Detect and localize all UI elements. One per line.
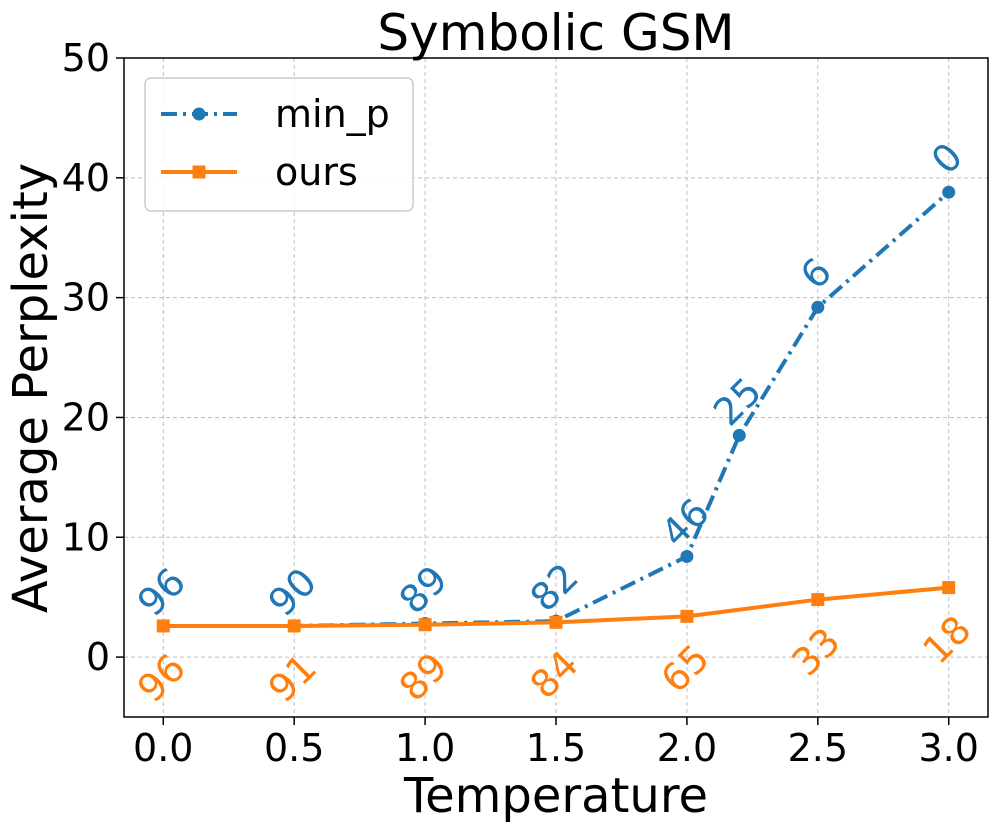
y-tick-label: 30 [62, 276, 110, 320]
x-tick-label: 2.0 [657, 726, 717, 770]
legend-label-min-p: min_p [275, 92, 390, 136]
data-label-ours: 91 [260, 646, 325, 711]
legend-marker-min-p [192, 107, 206, 121]
y-tick-label: 10 [62, 515, 110, 559]
data-label-ours: 65 [652, 636, 717, 701]
y-tick-label: 40 [62, 156, 110, 200]
data-point-ours [942, 581, 956, 595]
data-point-ours [418, 618, 432, 632]
x-tick-label: 1.0 [395, 726, 455, 770]
data-point-ours [156, 619, 170, 633]
y-axis-label: Average Perplexity [3, 163, 59, 613]
data-point-min-p [942, 185, 956, 199]
data-label-min-p: 46 [652, 490, 717, 555]
data-point-ours [287, 619, 301, 633]
data-label-min-p: 96 [129, 560, 194, 625]
data-label-min-p: 89 [391, 557, 456, 622]
data-point-min-p [811, 300, 825, 314]
x-tick-label: 0.0 [133, 726, 193, 770]
axis-ticks: 0.0 0.5 1.0 1.5 2.0 2.5 3.0 0 10 20 30 40 50 [62, 36, 979, 770]
chart-title: Symbolic GSM [377, 4, 734, 62]
x-axis-label: Temperature [403, 768, 708, 824]
series-line-min-p [163, 190, 951, 628]
x-tick-label: 3.0 [919, 726, 979, 770]
x-tick-label: 1.5 [526, 726, 586, 770]
data-label-min-p: 90 [260, 560, 325, 625]
y-tick-label: 0 [86, 635, 110, 679]
data-point-min-p [732, 428, 746, 442]
x-tick-label: 0.5 [264, 726, 324, 770]
data-label-min-p: 0 [923, 134, 971, 182]
legend-marker-ours [192, 165, 206, 179]
data-label-min-p: 6 [792, 249, 840, 297]
y-tick-label: 50 [62, 36, 110, 80]
data-point-ours [549, 615, 563, 629]
x-tick-label: 2.5 [788, 726, 848, 770]
data-label-ours: 84 [522, 642, 587, 707]
data-point-ours [680, 609, 694, 623]
data-label-ours: 89 [391, 644, 456, 709]
y-tick-label: 20 [62, 395, 110, 439]
data-label-ours: 18 [914, 607, 979, 672]
data-point-ours [811, 593, 825, 607]
data-label-ours: 33 [783, 619, 848, 684]
data-label-ours: 96 [129, 646, 194, 711]
legend-label-ours: ours [275, 150, 358, 194]
legend-box [144, 77, 414, 212]
data-label-min-p: 25 [705, 369, 770, 434]
series-layer [156, 185, 956, 633]
data-point-min-p [680, 549, 694, 563]
